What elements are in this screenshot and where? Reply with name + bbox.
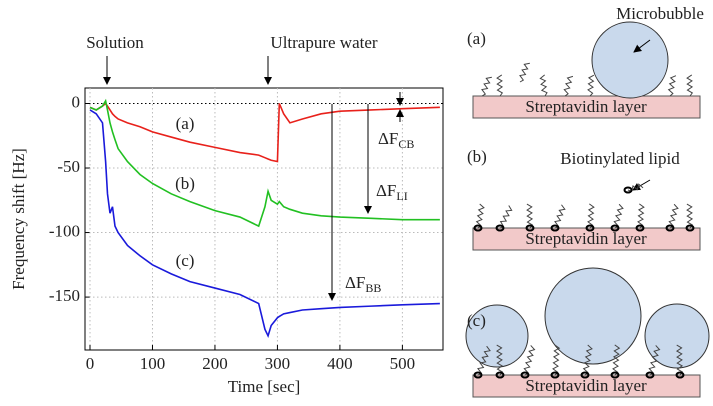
biotin: [473, 371, 483, 379]
lipid: [667, 75, 677, 97]
lipid: [582, 344, 593, 376]
line: [89, 109, 440, 338]
y-tick-label: 0: [72, 92, 81, 111]
lipid: [613, 203, 624, 229]
y-tick-label: -150: [49, 286, 80, 305]
lipid: [686, 203, 694, 229]
biotin: [550, 224, 560, 232]
lipid: [539, 74, 548, 97]
lipid: [526, 203, 534, 229]
layer: [472, 374, 701, 398]
layer-label: Streptavidin layer: [525, 229, 647, 248]
y-tick-label: -100: [49, 221, 80, 240]
annotation: ΔFLI: [376, 181, 408, 203]
lipid: [552, 344, 561, 376]
annotation-main: ΔF: [345, 273, 365, 292]
lipid: [563, 75, 574, 97]
lipid: [523, 345, 536, 376]
callout: Biotinylated lipid: [560, 149, 680, 168]
series-label: (b): [175, 174, 195, 193]
panel-label: (a): [467, 29, 486, 48]
annotation-main: ΔF: [378, 129, 398, 148]
lipid: [554, 204, 566, 229]
biotin: [473, 224, 483, 232]
lipid: [475, 203, 485, 229]
microbubble: [644, 303, 710, 369]
callout: Microbubble: [616, 4, 704, 23]
line: [89, 102, 440, 163]
biotin: [610, 224, 620, 232]
series-label: (c): [176, 251, 195, 270]
line: [89, 98, 440, 228]
microbubble: [544, 267, 642, 365]
biotin: [623, 186, 633, 194]
lipid: [648, 345, 661, 376]
biotin: [635, 224, 645, 232]
biotin: [645, 371, 655, 379]
layer-label: Streptavidin layer: [525, 97, 647, 116]
layer-label: Streptavidin layer: [525, 376, 647, 395]
microbubble: [465, 304, 529, 368]
biotin: [675, 371, 685, 379]
lipid: [519, 62, 530, 83]
lipid: [587, 203, 595, 229]
biotin: [585, 224, 595, 232]
annotation: Solution: [86, 33, 144, 52]
lipid: [587, 74, 595, 97]
diagrams: (a) (b) (c) Streptavidin layer Streptavi…: [465, 4, 710, 398]
annotation-sub: BB: [365, 281, 381, 295]
biotin: [580, 371, 590, 379]
lipid: [675, 344, 684, 376]
y-tick-label: -50: [57, 157, 80, 176]
annotation: ΔFBB: [345, 273, 381, 295]
biotin: [610, 371, 620, 379]
annotation: ΔFCB: [378, 129, 414, 151]
biotin: [550, 371, 560, 379]
panel-label: (c): [467, 311, 486, 330]
annotation-main: ΔF: [376, 181, 396, 200]
x-tick-label: 400: [327, 354, 353, 373]
lipid: [668, 203, 679, 229]
lipid: [495, 344, 504, 376]
lipid: [496, 74, 504, 97]
annotation: Ultrapure water: [270, 33, 377, 52]
annotation-sub: LI: [396, 189, 407, 203]
series-label: (a): [176, 114, 195, 133]
biotin: [665, 224, 675, 232]
x-tick-label: 100: [140, 354, 166, 373]
biotin: [520, 371, 530, 379]
annotation-sub: CB: [398, 137, 414, 151]
panel-label: (b): [467, 147, 487, 166]
x-tick-label: 500: [390, 354, 416, 373]
biotin: [495, 224, 505, 232]
biotin: [495, 371, 505, 379]
lipid: [637, 203, 645, 229]
lipid: [477, 345, 491, 376]
lipid: [481, 76, 492, 97]
x-axis-label: Time [sec]: [228, 377, 301, 396]
y-axis-label: Frequency shift [Hz]: [9, 148, 28, 290]
x-tick-label: 200: [202, 354, 228, 373]
biotin: [525, 224, 535, 232]
microbubble: [591, 21, 669, 99]
layer: [472, 95, 701, 119]
x-tick-label: 300: [265, 354, 291, 373]
lipid: [612, 344, 621, 376]
lipid: [686, 74, 694, 97]
biotin: [685, 224, 695, 232]
arrow: [633, 39, 651, 53]
x-tick-label: 0: [86, 354, 95, 373]
lipid: [499, 205, 513, 229]
